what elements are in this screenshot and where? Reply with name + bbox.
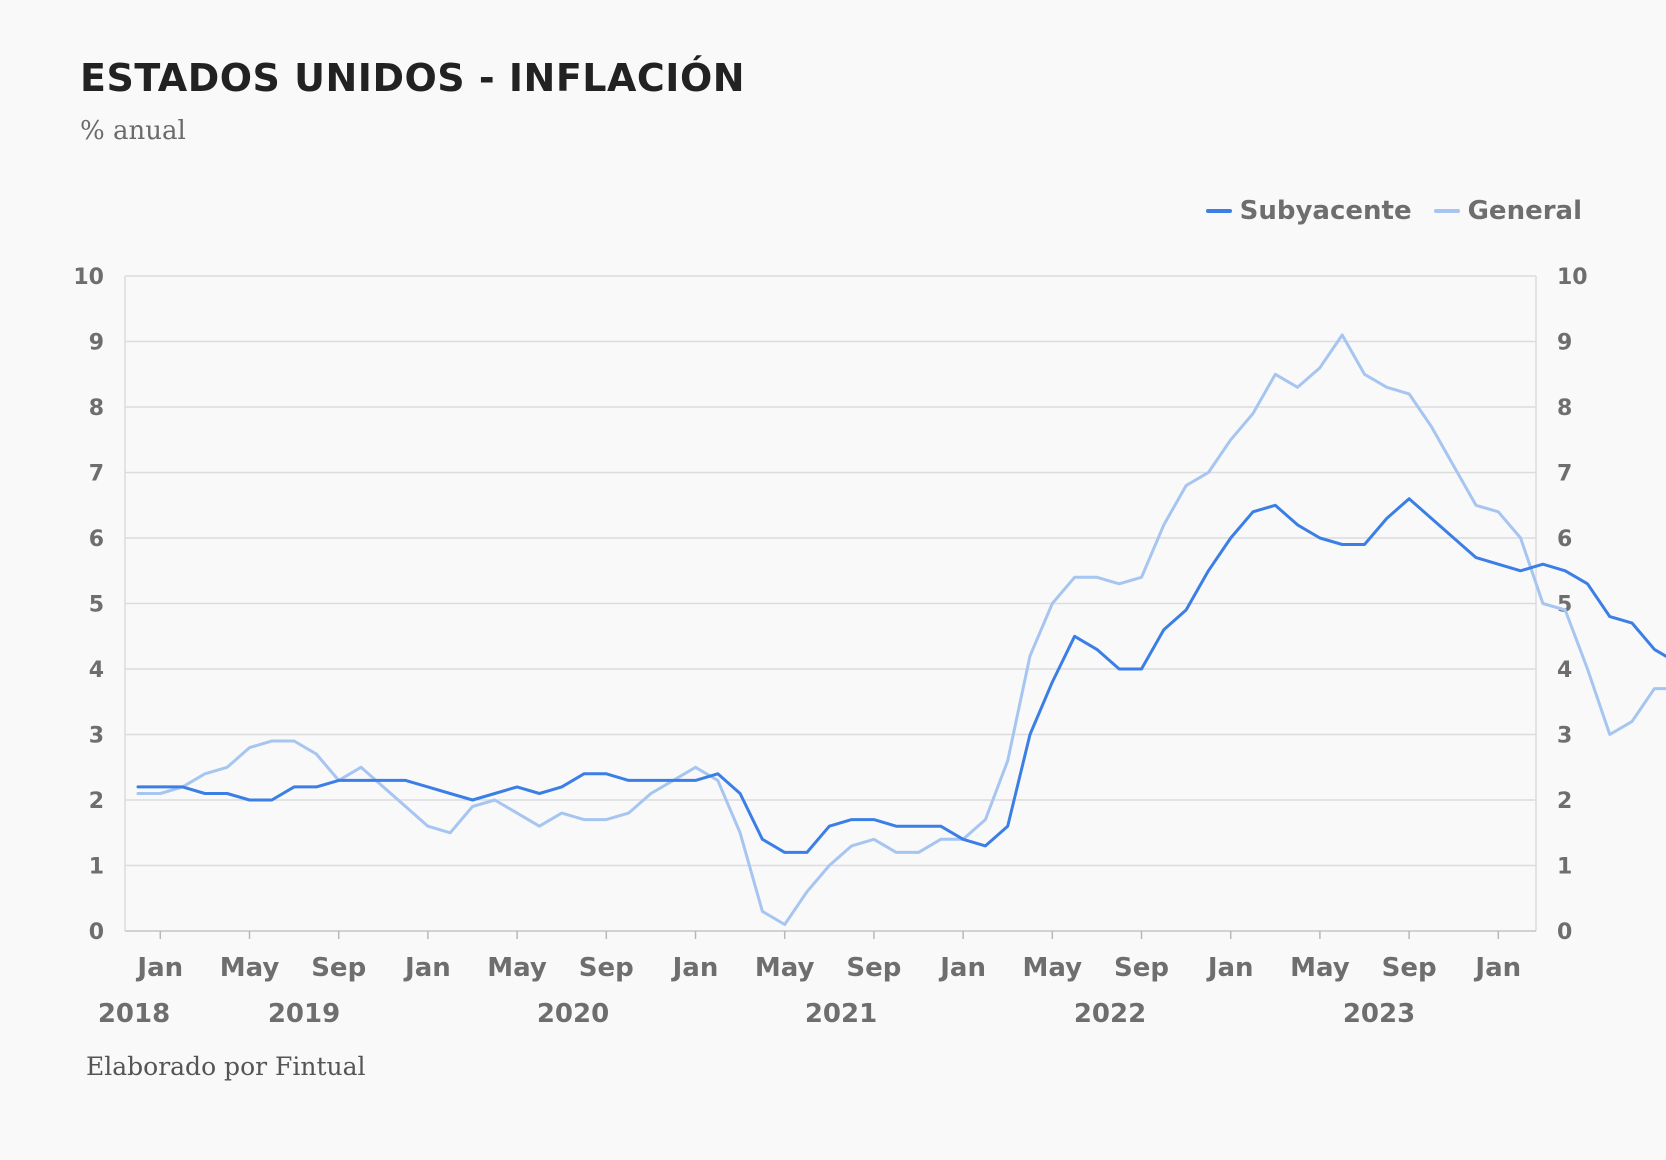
y-tick-label-left: 7 — [89, 462, 104, 487]
x-tick-label: May — [1290, 953, 1350, 983]
source-note: Elaborado por Fintual — [86, 1052, 366, 1081]
x-year-label: 2019 — [268, 999, 340, 1029]
x-tick-label: Sep — [579, 953, 634, 983]
x-tick-label: Sep — [1382, 953, 1437, 983]
y-tick-label-left: 0 — [89, 920, 104, 945]
legend-label-general: General — [1467, 196, 1582, 226]
legend-swatch-general — [1433, 209, 1460, 213]
chart-subtitle: % anual — [80, 116, 186, 146]
y-tick-label-right: 1 — [1557, 855, 1572, 880]
x-tick-label: May — [220, 953, 280, 983]
y-tick-label-right: 2 — [1557, 789, 1572, 814]
x-tick-label: Jan — [1473, 953, 1521, 983]
x-tick-label: Jan — [1206, 953, 1254, 983]
chart-legend: Subyacente General — [1205, 196, 1582, 226]
x-tick-label: May — [755, 953, 815, 983]
x-tick-label: Jan — [403, 953, 451, 983]
y-tick-label-left: 6 — [89, 527, 104, 552]
x-year-label: 2023 — [1343, 999, 1415, 1029]
x-tick-label: Sep — [1114, 953, 1169, 983]
x-tick-label: Jan — [135, 953, 183, 983]
y-tick-label-right: 5 — [1557, 593, 1572, 618]
x-tick-label: Sep — [311, 953, 366, 983]
y-tick-label-right: 3 — [1557, 724, 1572, 749]
y-tick-label-left: 10 — [73, 265, 104, 290]
y-tick-label-left: 8 — [89, 396, 104, 421]
y-tick-label-left: 5 — [89, 593, 104, 618]
y-tick-label-left: 2 — [89, 789, 104, 814]
y-tick-label-left: 9 — [89, 331, 104, 356]
x-tick-label: May — [1023, 953, 1083, 983]
series-line-general — [136, 333, 1666, 926]
y-tick-label-right: 9 — [1557, 331, 1572, 356]
y-tick-label-left: 4 — [89, 658, 104, 683]
legend-item-subyacente: Subyacente — [1205, 196, 1412, 226]
y-tick-label-right: 4 — [1557, 658, 1572, 683]
y-tick-label-right: 7 — [1557, 462, 1572, 487]
legend-label-subyacente: Subyacente — [1239, 196, 1412, 226]
x-year-label: 2022 — [1074, 999, 1146, 1029]
grid — [125, 275, 1536, 932]
y-tick-label-left: 1 — [89, 855, 104, 880]
x-tick-label: Jan — [671, 953, 719, 983]
x-year-label: 2021 — [805, 999, 877, 1029]
y-tick-label-right: 0 — [1557, 920, 1572, 945]
x-tick-label: Jan — [938, 953, 986, 983]
y-tick-label-right: 6 — [1557, 527, 1572, 552]
legend-item-general: General — [1433, 196, 1582, 226]
y-tick-label-right: 10 — [1557, 265, 1588, 290]
series-line-subyacente — [136, 497, 1666, 854]
y-tick-label-right: 8 — [1557, 396, 1572, 421]
x-tick-label: Sep — [846, 953, 901, 983]
axes: 0 0 1 1 2 2 3 3 4 4 5 5 6 6 7 7 8 8 9 9 10 10 Jan May Sep Jan May S… — [73, 265, 1587, 1029]
x-tick-label: May — [487, 953, 547, 983]
x-year-label: 2020 — [537, 999, 609, 1029]
chart-title: ESTADOS UNIDOS - INFLACIÓN — [80, 56, 746, 100]
legend-swatch-subyacente — [1205, 209, 1232, 213]
y-tick-label-left: 3 — [89, 724, 104, 749]
series — [136, 333, 1666, 926]
x-year-label: 2018 — [98, 999, 170, 1029]
